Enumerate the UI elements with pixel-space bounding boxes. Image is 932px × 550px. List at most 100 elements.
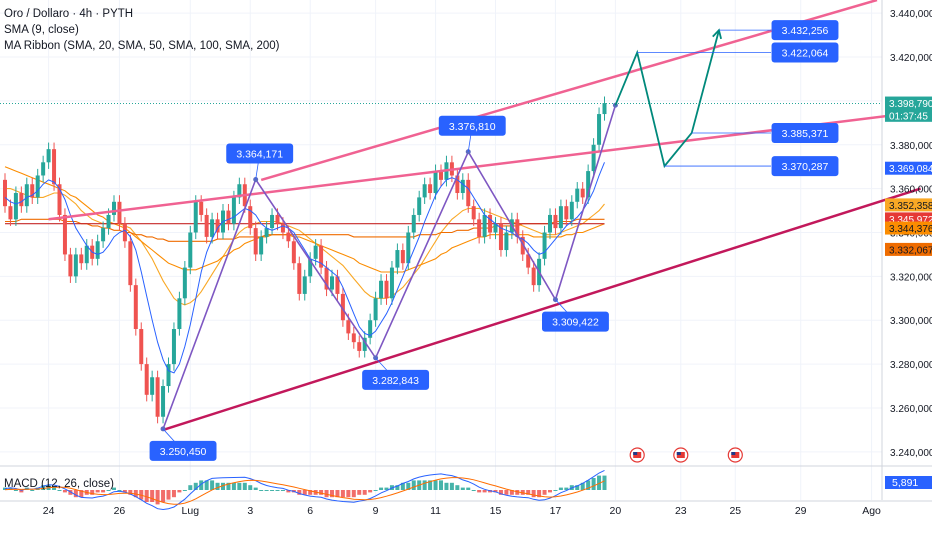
candle-body <box>73 254 78 277</box>
candle-body <box>548 214 552 233</box>
pivot-label: 3.376,810 <box>449 121 496 133</box>
candle-body <box>117 201 122 224</box>
candle-body <box>346 320 351 334</box>
macd-histogram-bar <box>482 490 487 493</box>
macd-histogram-bar <box>62 490 67 493</box>
candle-body <box>433 171 438 194</box>
candle-body <box>144 364 149 395</box>
candle-body <box>324 267 329 290</box>
candle-body <box>313 245 318 259</box>
macd-histogram-bar <box>221 482 225 490</box>
candle-body <box>569 201 574 220</box>
candle-body <box>422 184 427 198</box>
candle-body <box>133 285 138 330</box>
macd-histogram-bar <box>231 482 236 490</box>
macd-histogram-bar <box>90 490 95 495</box>
candle-body <box>428 184 433 194</box>
macd-histogram-bar <box>542 490 547 495</box>
macd-histogram-bar <box>575 485 580 490</box>
candle-body <box>210 219 215 237</box>
macd-histogram-bar <box>548 490 552 493</box>
macd-histogram-bar <box>357 490 362 495</box>
macd-histogram-bar <box>57 490 62 491</box>
macd-histogram-bar <box>444 482 449 490</box>
target-label-bg <box>771 20 839 41</box>
candle-body <box>161 386 166 417</box>
macd-histogram-bar <box>79 490 84 498</box>
candle-body <box>280 223 285 233</box>
target-label: 3.432,256 <box>782 25 829 37</box>
macd-histogram-bar <box>351 490 356 498</box>
macd-histogram-bar <box>210 480 215 490</box>
candle-body <box>182 267 187 299</box>
time-tick-label: Ago <box>862 505 881 517</box>
axis-badge-bg <box>885 96 932 110</box>
macd-histogram-bar <box>112 487 116 490</box>
candle-body <box>575 188 580 202</box>
macd-histogram-bar <box>362 490 367 495</box>
candle-body <box>275 214 280 224</box>
candle-body <box>62 214 67 255</box>
candle-body <box>439 171 443 180</box>
macd-histogram-bar <box>460 487 465 490</box>
macd-histogram-bar <box>509 490 514 495</box>
candle-body <box>41 162 46 176</box>
macd-histogram-bar <box>455 485 460 490</box>
candle-body <box>602 103 607 115</box>
macd-histogram-bar <box>558 487 563 490</box>
axis-price-badge: 3.369,084 <box>889 164 932 175</box>
ma-ribbon-line <box>5 218 605 242</box>
axis-price-badge: 3.352,358 <box>889 201 932 212</box>
macd-histogram-bar <box>537 490 542 498</box>
macd-histogram-bar <box>330 490 334 498</box>
macd-line <box>4 469 605 511</box>
candle-body <box>297 263 302 294</box>
flag-canton-icon <box>731 452 736 455</box>
target-label-bg <box>771 42 839 63</box>
macd-histogram-bar <box>52 487 57 490</box>
sma-legend: SMA (9, close) <box>4 24 79 36</box>
macd-legend: MACD (12, 26, close) <box>4 478 114 490</box>
macd-histogram-bar <box>477 490 482 493</box>
candle-body <box>79 254 84 264</box>
candle-body <box>362 337 367 351</box>
axis-badge-bg <box>885 242 932 256</box>
price-tick-label: 3.380,000 <box>890 141 932 152</box>
candle-body <box>493 223 498 233</box>
time-tick-label: 17 <box>550 505 562 517</box>
macd-histogram-bar <box>117 490 122 491</box>
candle-body <box>24 184 29 207</box>
macd-histogram-bar <box>41 485 46 490</box>
candle-body <box>389 267 394 299</box>
flag-canton-icon <box>633 452 638 455</box>
pivot-label-bg <box>149 440 217 461</box>
axis-badge-bg <box>885 108 932 122</box>
pivot-label-bg <box>226 143 294 164</box>
candle-body <box>411 214 416 233</box>
candle-body <box>417 197 422 215</box>
candle-body <box>226 210 231 224</box>
macd-histogram-bar <box>101 490 106 493</box>
macd-histogram-bar <box>591 478 596 490</box>
candle-body <box>171 329 176 365</box>
candle-body <box>302 276 307 294</box>
macd-histogram-bar <box>368 490 373 493</box>
pivot-label-bg <box>438 115 506 136</box>
pivot-label: 3.282,843 <box>372 375 419 387</box>
candle-body <box>101 228 106 242</box>
candle-body <box>199 201 204 215</box>
candle-body <box>580 188 585 198</box>
candle-body <box>57 184 62 215</box>
macd-histogram-bar <box>531 490 536 498</box>
macd-histogram-bar <box>215 482 220 490</box>
macd-histogram-bar <box>248 485 253 490</box>
target-label: 3.422,064 <box>782 48 829 60</box>
candle-body <box>84 245 89 264</box>
macd-histogram-bar <box>564 487 569 490</box>
target-label-bg <box>771 122 839 143</box>
candle-body <box>150 377 155 395</box>
price-tick-label: 3.420,000 <box>890 53 932 64</box>
candle-body <box>155 377 160 417</box>
macd-histogram-bar <box>106 490 111 491</box>
